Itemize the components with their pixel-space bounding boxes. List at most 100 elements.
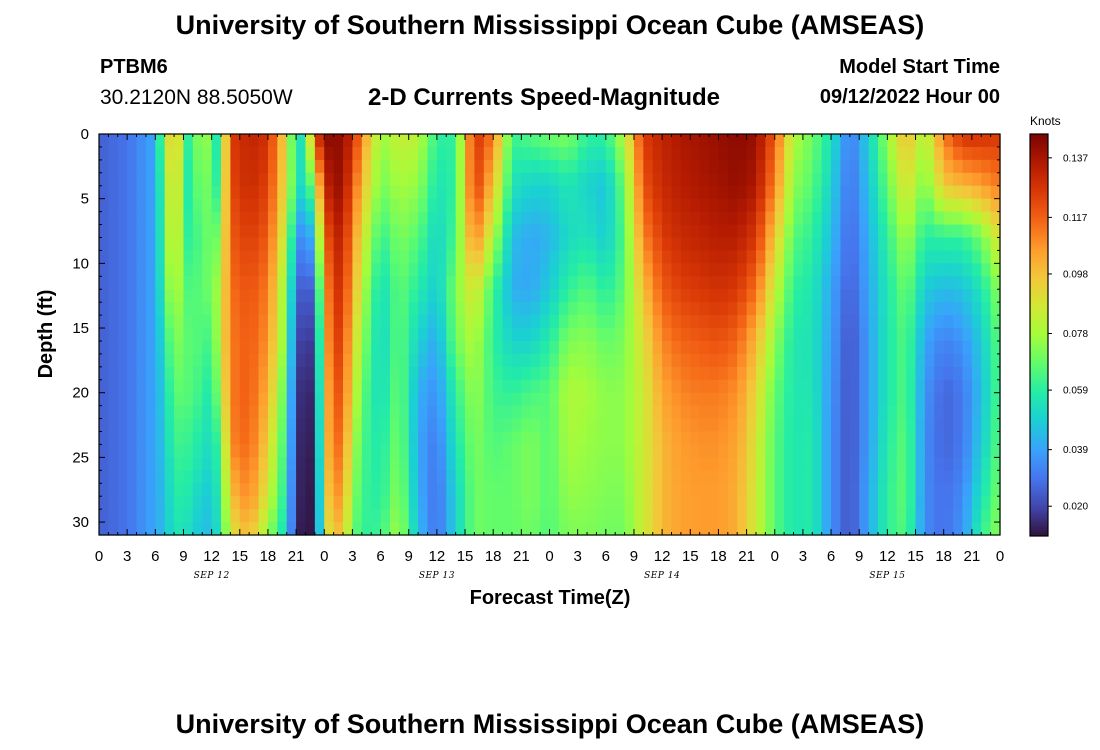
heatmap-cell <box>906 418 917 433</box>
heatmap-cell <box>652 457 663 471</box>
heatmap-cell <box>183 366 194 381</box>
heatmap-cell <box>915 211 926 226</box>
heatmap-cell <box>192 302 203 316</box>
heatmap-cell <box>174 470 185 484</box>
heatmap-cell <box>221 366 231 381</box>
heatmap-cell <box>389 134 400 148</box>
heatmap-cell <box>192 185 203 200</box>
heatmap-cell <box>493 302 504 316</box>
heatmap-cell <box>821 366 832 381</box>
heatmap-cell <box>633 483 644 497</box>
heatmap-cell <box>596 302 607 316</box>
heatmap-cell <box>352 340 363 355</box>
heatmap-cell <box>981 483 992 497</box>
heatmap-cell <box>727 237 738 252</box>
heatmap-cell <box>230 237 241 252</box>
heatmap-cell <box>709 340 720 355</box>
heatmap-cell <box>746 302 757 316</box>
heatmap-cell <box>915 289 926 303</box>
heatmap-cell <box>699 405 710 420</box>
heatmap-cell <box>399 276 410 290</box>
heatmap-cell <box>831 237 842 252</box>
heatmap-cell <box>774 289 785 303</box>
heatmap-cell <box>436 509 447 523</box>
heatmap-cell <box>455 211 466 226</box>
heatmap-cell <box>812 289 823 303</box>
heatmap-cell <box>446 483 457 497</box>
heatmap-cell <box>314 444 325 458</box>
heatmap-cell <box>727 198 738 213</box>
heatmap-cell <box>709 289 720 303</box>
heatmap-cell <box>896 224 907 239</box>
heatmap-cell <box>746 366 757 381</box>
heatmap-cell <box>474 431 485 446</box>
heatmap-cell <box>662 250 673 264</box>
heatmap-cell <box>155 237 166 252</box>
heatmap-cell <box>455 483 466 497</box>
heatmap-cell <box>971 328 982 342</box>
heatmap-cell <box>389 146 400 161</box>
heatmap-cell <box>671 263 682 277</box>
heatmap-cell <box>455 276 466 290</box>
heatmap-cell <box>249 379 260 394</box>
heatmap-cell <box>380 496 391 510</box>
heatmap-cell <box>624 366 635 381</box>
heatmap-cell <box>802 328 813 342</box>
heatmap-cell <box>239 405 250 420</box>
heatmap-cell <box>633 302 644 316</box>
heatmap-cell <box>727 483 738 497</box>
heatmap-cell <box>953 509 964 523</box>
heatmap-cell <box>314 457 325 471</box>
heatmap-cell <box>943 134 954 148</box>
heatmap-cell <box>511 340 522 355</box>
heatmap-cell <box>868 289 879 303</box>
heatmap-cell <box>99 405 109 420</box>
heatmap-cell <box>418 366 429 381</box>
heatmap-cell <box>577 340 588 355</box>
heatmap-cell <box>324 302 335 316</box>
heatmap-cell <box>896 496 907 510</box>
heatmap-cell <box>971 444 982 458</box>
heatmap-cell <box>192 483 203 497</box>
heatmap-cell <box>511 237 522 252</box>
heatmap-cell <box>277 340 288 355</box>
heatmap-cell <box>192 315 203 329</box>
heatmap-cell <box>361 328 372 342</box>
heatmap-cell <box>662 431 673 446</box>
heatmap-cell <box>802 250 813 264</box>
heatmap-cell <box>633 224 644 239</box>
heatmap-cell <box>605 522 616 536</box>
heatmap-cell <box>587 224 598 239</box>
heatmap-cell <box>812 159 823 174</box>
heatmap-cell <box>474 302 485 316</box>
heatmap-cell <box>793 366 804 381</box>
heatmap-cell <box>286 159 297 174</box>
colorbar <box>1029 133 1049 537</box>
heatmap-cell <box>868 379 879 394</box>
heatmap-cell <box>502 405 513 420</box>
heatmap-cell <box>596 379 607 394</box>
heatmap-cell <box>108 392 119 407</box>
heatmap-cell <box>164 457 175 471</box>
heatmap-cell <box>765 340 776 355</box>
heatmap-cell <box>145 198 156 213</box>
heatmap-cell <box>511 276 522 290</box>
heatmap-cell <box>202 379 213 394</box>
heatmap-cell <box>990 263 1001 277</box>
heatmap-cell <box>427 276 438 290</box>
heatmap-cell <box>924 470 935 484</box>
heatmap-cell <box>136 224 147 239</box>
heatmap-cell <box>324 353 335 368</box>
heatmap-cell <box>221 418 231 433</box>
heatmap-cell <box>145 418 156 433</box>
heatmap-cell <box>305 509 316 523</box>
heatmap-cell <box>840 353 851 368</box>
heatmap-cell <box>436 392 447 407</box>
heatmap-cell <box>558 328 569 342</box>
heatmap-cell <box>192 211 203 226</box>
x-tick-label: 12 <box>429 548 446 565</box>
heatmap-cell <box>615 250 626 264</box>
heatmap-cell <box>380 392 391 407</box>
heatmap-cell <box>521 185 532 200</box>
heatmap-cell <box>418 250 429 264</box>
